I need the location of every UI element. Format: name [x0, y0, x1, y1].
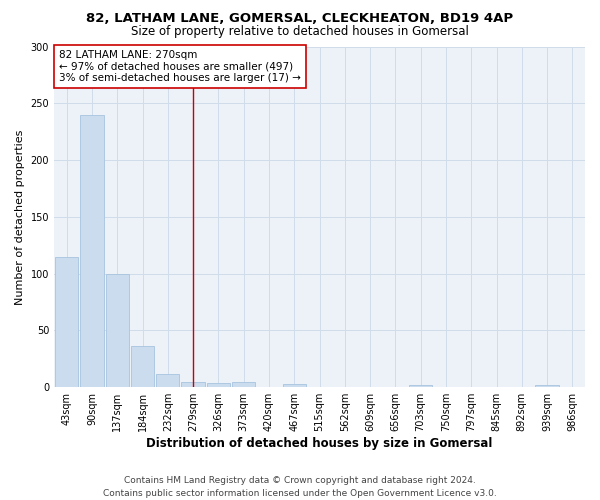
- Text: Size of property relative to detached houses in Gomersal: Size of property relative to detached ho…: [131, 25, 469, 38]
- Bar: [535, 385, 559, 387]
- Bar: [55, 256, 79, 387]
- Bar: [207, 382, 230, 387]
- Bar: [232, 382, 256, 387]
- Bar: [106, 274, 129, 387]
- X-axis label: Distribution of detached houses by size in Gomersal: Distribution of detached houses by size …: [146, 437, 493, 450]
- Bar: [283, 384, 306, 387]
- Text: Contains HM Land Registry data © Crown copyright and database right 2024.
Contai: Contains HM Land Registry data © Crown c…: [103, 476, 497, 498]
- Bar: [131, 346, 154, 387]
- Bar: [181, 382, 205, 387]
- Bar: [409, 385, 432, 387]
- Bar: [156, 374, 179, 387]
- Y-axis label: Number of detached properties: Number of detached properties: [15, 129, 25, 304]
- Text: 82 LATHAM LANE: 270sqm
← 97% of detached houses are smaller (497)
3% of semi-det: 82 LATHAM LANE: 270sqm ← 97% of detached…: [59, 50, 301, 83]
- Text: 82, LATHAM LANE, GOMERSAL, CLECKHEATON, BD19 4AP: 82, LATHAM LANE, GOMERSAL, CLECKHEATON, …: [86, 12, 514, 26]
- Bar: [80, 114, 104, 387]
